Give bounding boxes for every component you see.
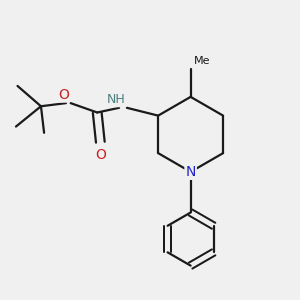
Text: Me: Me (194, 56, 210, 66)
Text: N: N (185, 165, 196, 179)
Text: O: O (95, 148, 106, 162)
Text: NH: NH (106, 93, 125, 106)
Text: O: O (58, 88, 69, 102)
